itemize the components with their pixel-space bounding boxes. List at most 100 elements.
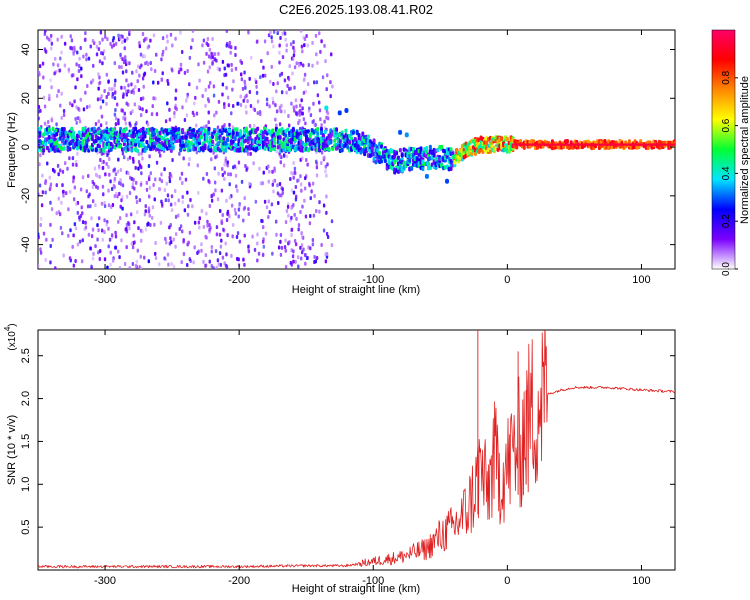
- heatmap-cell: [77, 63, 81, 68]
- heatmap-x-tick-label: -200: [228, 274, 250, 286]
- snr-y-tick-label: 1.5: [20, 434, 32, 449]
- heatmap-cell: [194, 95, 197, 100]
- heatmap-cell: [98, 256, 101, 261]
- heatmap-cell: [219, 244, 223, 249]
- heatmap-cell: [69, 45, 72, 50]
- heatmap-cell: [222, 136, 226, 141]
- heatmap-cell: [316, 131, 320, 136]
- heatmap-cell: [59, 225, 63, 230]
- heatmap-cell: [323, 129, 327, 135]
- heatmap-cell: [288, 240, 291, 245]
- heatmap-cell: [158, 153, 162, 158]
- heatmap-cell: [84, 37, 87, 42]
- heatmap-cell: [256, 232, 259, 237]
- heatmap-cell: [283, 152, 286, 157]
- heatmap-cell: [145, 180, 149, 185]
- heatmap-cell: [253, 247, 257, 252]
- heatmap-cell: [173, 114, 176, 119]
- heatmap-cell: [278, 105, 282, 110]
- heatmap-cell: [264, 231, 268, 236]
- heatmap-cell: [226, 41, 229, 46]
- heatmap-cell: [220, 219, 223, 224]
- heatmap-cell: [221, 255, 225, 260]
- heatmap-cell: [128, 155, 132, 160]
- heatmap-cell: [69, 189, 72, 194]
- heatmap-cell: [221, 82, 225, 87]
- heatmap-cell: [144, 227, 148, 232]
- snr-frame: [37, 329, 676, 571]
- heatmap-cell: [180, 50, 184, 55]
- heatmap-cell: [177, 198, 180, 203]
- heatmap-cell: [313, 122, 316, 127]
- heatmap-cell: [79, 187, 83, 192]
- heatmap-cell: [103, 230, 106, 235]
- heatmap-cell: [220, 188, 224, 193]
- heatmap-cell: [363, 151, 367, 157]
- heatmap-cell: [378, 150, 382, 156]
- heatmap-cell: [289, 260, 293, 265]
- heatmap-cell: [230, 68, 234, 73]
- colorbar-ticks: 0.0 0.2 0.4 0.6 0.8: [721, 70, 738, 276]
- heatmap-x-tick-label: 0: [504, 274, 510, 286]
- heatmap-cell: [329, 139, 333, 145]
- snr-x-tick-label: 100: [632, 575, 650, 587]
- heatmap-cell: [76, 116, 80, 121]
- heatmap-cell: [152, 96, 155, 101]
- heatmap-cell: [188, 82, 191, 87]
- heatmap-cell: [96, 97, 100, 102]
- heatmap-cell: [174, 105, 177, 110]
- heatmap-cell: [295, 61, 298, 66]
- heatmap-cell: [247, 207, 250, 212]
- heatmap-cell: [234, 211, 238, 216]
- heatmap-cell: [287, 123, 291, 128]
- heatmap-cell: [74, 117, 77, 122]
- heatmap-cell: [141, 96, 145, 101]
- heatmap-cell: [290, 205, 293, 210]
- heatmap-cell: [300, 250, 304, 255]
- heatmap-cell: [125, 229, 129, 234]
- heatmap-cell: [221, 167, 224, 172]
- heatmap-cell: [84, 90, 87, 95]
- heatmap-cell: [94, 244, 97, 249]
- colorbar-tick-label: 0.2: [721, 214, 732, 228]
- heatmap-cell: [372, 156, 376, 162]
- heatmap-cell: [143, 36, 147, 41]
- heatmap-cell: [197, 191, 200, 196]
- heatmap-cell: [130, 241, 133, 246]
- heatmap-cell: [305, 256, 309, 261]
- heatmap-cell: [62, 189, 65, 194]
- heatmap-cell: [208, 203, 212, 208]
- heatmap-cell: [247, 244, 250, 249]
- heatmap-cell: [171, 145, 175, 151]
- heatmap-cell: [242, 257, 245, 262]
- heatmap-cell: [286, 127, 290, 133]
- colorbar-tick-label: 0.6: [721, 118, 732, 132]
- heatmap-cell: [324, 169, 327, 174]
- heatmap-cell: [449, 166, 453, 172]
- heatmap-cell: [177, 127, 181, 132]
- heatmap-cell: [210, 193, 214, 198]
- heatmap-cell: [280, 245, 284, 250]
- heatmap-cell: [277, 200, 280, 205]
- heatmap-cell: [79, 45, 82, 50]
- heatmap-cell: [235, 234, 239, 239]
- heatmap-cell: [150, 67, 153, 72]
- heatmap-cell: [301, 156, 304, 161]
- heatmap-cell: [278, 60, 281, 65]
- heatmap-cell: [149, 146, 153, 152]
- heatmap-cell: [105, 222, 108, 227]
- heatmap-cell: [152, 80, 155, 85]
- heatmap-cell: [113, 91, 117, 96]
- heatmap-cell: [145, 109, 148, 114]
- heatmap-cell: [299, 174, 302, 179]
- heatmap-cell: [76, 151, 79, 156]
- heatmap-cell: [199, 135, 203, 140]
- heatmap-cell: [192, 128, 196, 133]
- heatmap-cell: [213, 180, 217, 185]
- heatmap-cell: [172, 264, 176, 269]
- heatmap-cell: [188, 157, 191, 162]
- heatmap-cell: [125, 89, 128, 94]
- heatmap-cell: [424, 173, 429, 179]
- heatmap-cell: [186, 212, 190, 217]
- heatmap-cell: [132, 233, 135, 238]
